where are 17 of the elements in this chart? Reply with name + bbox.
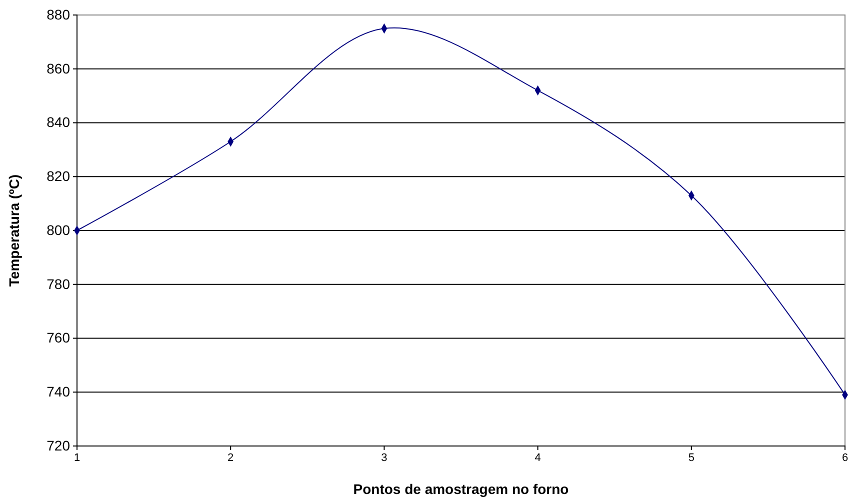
y-tick-label: 840 (46, 114, 70, 130)
y-tick-label: 880 (46, 6, 70, 22)
x-tick-label: 2 (228, 452, 234, 464)
x-tick-label: 3 (381, 452, 388, 464)
x-axis-title: Pontos de amostragem no forno (353, 481, 569, 497)
y-tick-label: 740 (46, 384, 70, 400)
x-tick-label: 6 (842, 452, 848, 464)
y-tick-label: 820 (46, 168, 70, 184)
y-tick-label: 760 (46, 330, 70, 346)
x-tick-label: 4 (534, 452, 541, 464)
x-tick-label: 5 (688, 452, 694, 464)
y-tick-label: 860 (46, 60, 70, 76)
y-tick-label: 800 (46, 222, 70, 238)
y-tick-label: 780 (46, 276, 70, 292)
y-tick-label: 720 (46, 437, 70, 454)
y-axis-title: Temperatura (ºC) (6, 174, 22, 287)
x-tick-label: 1 (74, 452, 80, 464)
